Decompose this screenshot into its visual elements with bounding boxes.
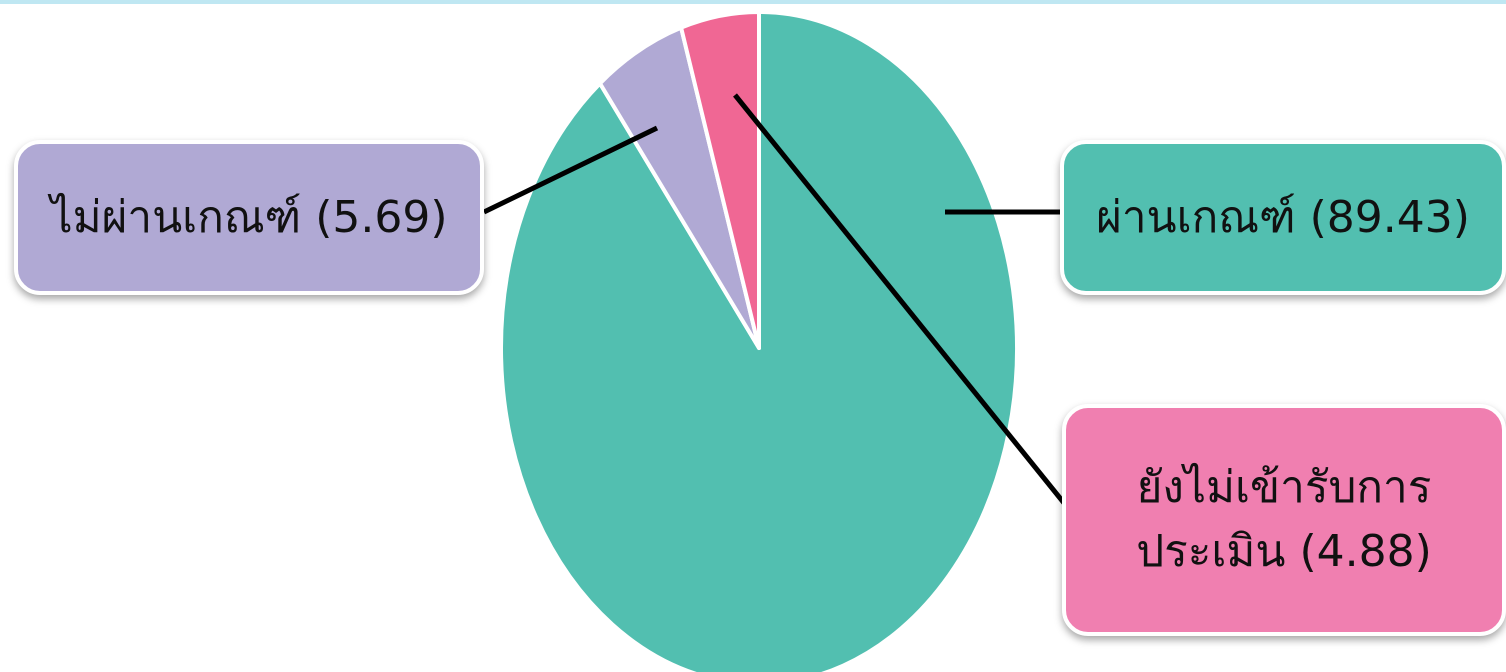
- pie-slices: [498, 10, 1019, 672]
- pie-slice-pass: [498, 10, 1019, 672]
- leader-line-pending: [733, 93, 1070, 510]
- callout-fail-label: ไม่ผ่านเกณฑ์ (5.69): [50, 191, 448, 243]
- callout-pending-label-line1: ยังไม่เข้ารับการ: [1136, 462, 1432, 514]
- callout-pass-label: ผ่านเกณฑ์ (89.43): [1096, 191, 1470, 243]
- callout-pending-label-line2: ประเมิน (4.88): [1136, 526, 1432, 577]
- pie-slice-pending: [679, 10, 761, 350]
- leader-lines: [482, 93, 1070, 510]
- top-border: [0, 0, 1506, 4]
- callout-fail: ไม่ผ่านเกณฑ์ (5.69): [14, 140, 484, 295]
- callout-pending: ยังไม่เข้ารับการ ประเมิน (4.88): [1062, 404, 1506, 636]
- callout-pass: ผ่านเกณฑ์ (89.43): [1060, 140, 1506, 295]
- leader-line-fail: [482, 125, 659, 215]
